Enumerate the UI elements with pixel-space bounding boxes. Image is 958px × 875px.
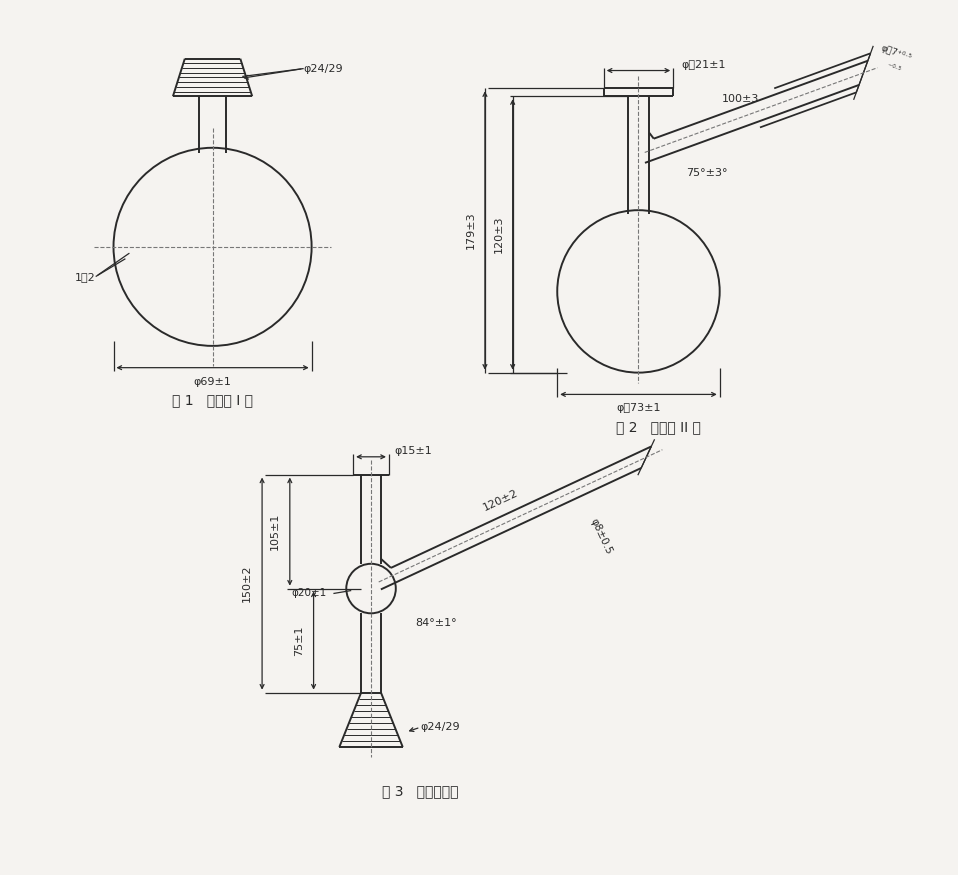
Text: 105±1: 105±1 — [270, 513, 280, 550]
Text: φ24/29: φ24/29 — [421, 722, 460, 732]
Text: 100±3: 100±3 — [722, 94, 760, 104]
Text: 84°±1°: 84°±1° — [416, 619, 457, 628]
Text: φ24/29: φ24/29 — [304, 64, 343, 74]
Text: 179±3: 179±3 — [467, 212, 476, 249]
Text: φ外73±1: φ外73±1 — [616, 403, 661, 413]
Text: φ内21±1: φ内21±1 — [681, 60, 725, 70]
Text: φ15±1: φ15±1 — [395, 446, 433, 456]
Text: 75±1: 75±1 — [294, 626, 304, 655]
Text: 图 2   蒸馏瓶 II 型: 图 2 蒸馏瓶 II 型 — [616, 420, 700, 434]
Text: φ8±0.5: φ8±0.5 — [588, 517, 614, 556]
Text: 图 1   蒸馏瓶 I 型: 图 1 蒸馏瓶 I 型 — [172, 394, 253, 408]
Text: 图 3   单球分馏管: 图 3 单球分馏管 — [382, 785, 459, 799]
Text: 150±2: 150±2 — [242, 565, 252, 602]
Text: ₋₀.₅: ₋₀.₅ — [879, 57, 903, 73]
Text: 1～2: 1～2 — [75, 271, 96, 282]
Text: φ外7⁺⁰·⁵: φ外7⁺⁰·⁵ — [879, 44, 913, 63]
Text: 120±2: 120±2 — [481, 487, 519, 513]
Text: 120±3: 120±3 — [493, 216, 504, 253]
Text: φ20±1: φ20±1 — [292, 589, 327, 598]
Text: 75°±3°: 75°±3° — [686, 167, 727, 178]
Text: φ69±1: φ69±1 — [194, 376, 232, 387]
